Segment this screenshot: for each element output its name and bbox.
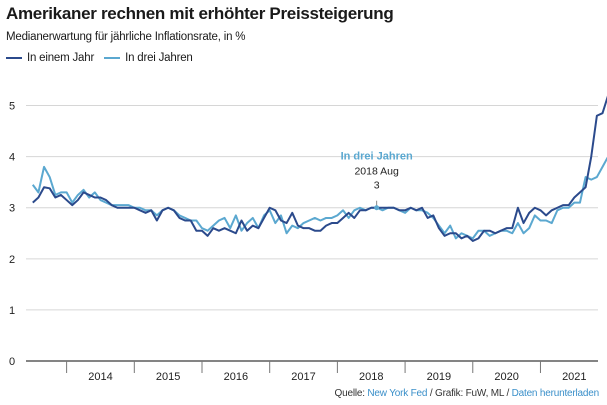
chart-title: Amerikaner rechnen mit erhöhter Preisste… [6,4,394,23]
y-tick-label-4: 4 [9,152,15,164]
annotation-series-label: In drei Jahren [341,151,413,163]
x-tick-label-2014: 2014 [88,371,112,383]
annotation: In drei Jahren 2018 Aug 3 [341,151,413,211]
gridlines [26,105,598,362]
legend-label-one-year: In einem Jahr [27,52,95,64]
source-link[interactable]: New York Fed [367,388,428,399]
y-axis-ticks: 0 1 2 3 4 5 [9,101,15,368]
series-line-three-years [31,156,607,240]
y-tick-label-0: 0 [9,356,15,368]
x-tick-label-2021: 2021 [562,371,586,383]
x-tick-label-2017: 2017 [291,371,315,383]
legend: In einem Jahr In drei Jahren [6,52,193,64]
series-lines [31,95,607,242]
y-tick-label-5: 5 [9,101,15,113]
legend-item-one-year: In einem Jahr [6,52,94,64]
x-axis: 2014 2015 2016 2017 2018 2019 2020 2021 [26,360,598,383]
y-tick-label-3: 3 [9,203,15,215]
chart-subtitle: Medianerwartung für jährliche Inflations… [6,31,246,43]
source-line: Quelle: New York Fed / Grafik: FuW, ML /… [334,388,600,399]
x-tick-label-2015: 2015 [156,371,180,383]
annotation-value: 3 [374,180,380,192]
legend-label-three-years: In drei Jahren [125,52,193,64]
x-tick-label-2019: 2019 [427,371,451,383]
legend-item-three-years: In drei Jahren [104,52,193,64]
y-tick-label-2: 2 [9,254,15,266]
x-tick-label-2020: 2020 [494,371,518,383]
legend-swatch-three-years [104,57,121,59]
legend-swatch-one-year [6,57,22,59]
series-line-one-year [32,95,607,242]
source-middle: / Grafik: FuW, ML / [427,388,512,399]
source-prefix: Quelle: [334,388,368,399]
y-tick-label-1: 1 [9,305,15,317]
x-tick-label-2018: 2018 [359,371,383,383]
download-data-link[interactable]: Daten herunterladen [511,388,600,399]
annotation-point [374,205,380,211]
annotation-date: 2018 Aug [354,166,399,178]
x-tick-label-2016: 2016 [224,371,248,383]
